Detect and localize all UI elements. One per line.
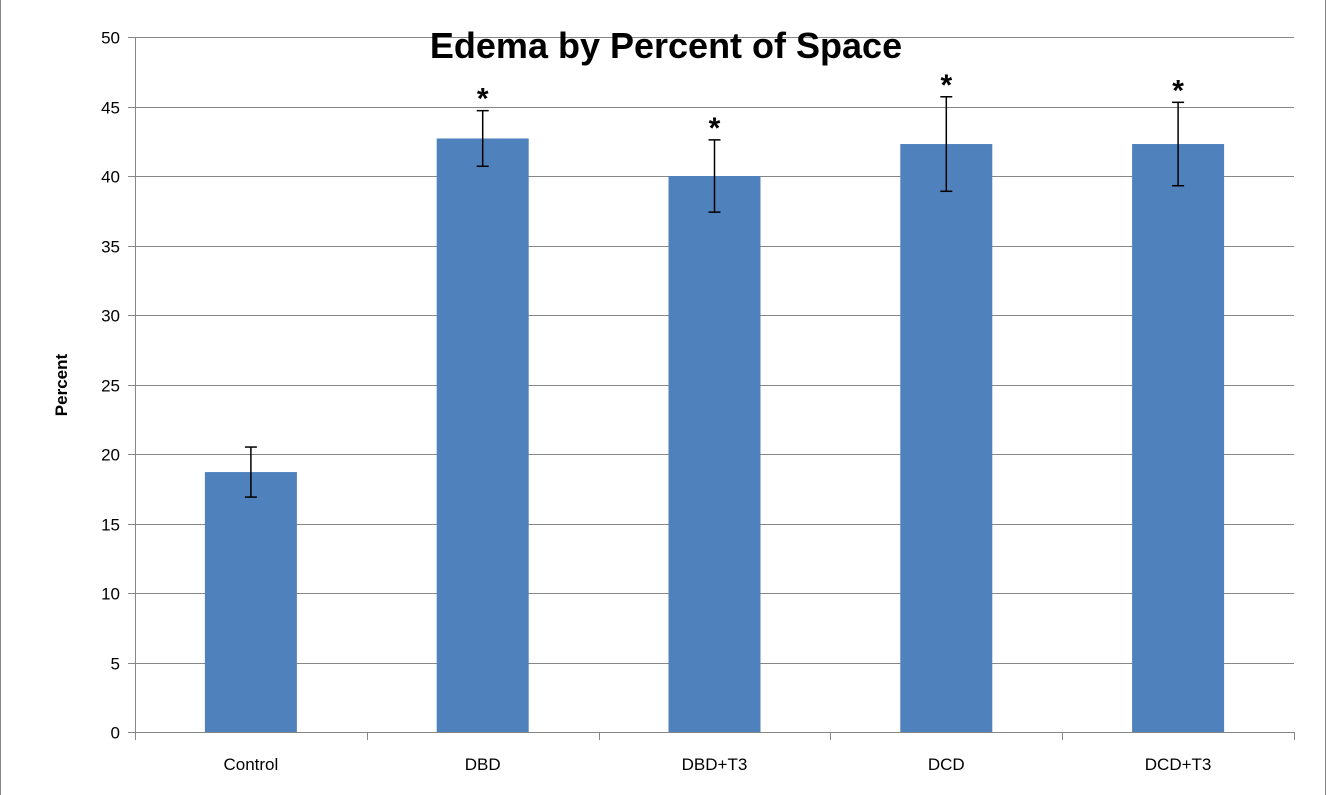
bar-control xyxy=(204,472,297,732)
significance-marker-2: * xyxy=(709,112,721,145)
y-tick-label-4: 20 xyxy=(101,446,120,465)
x-tick-label-4: DCD+T3 xyxy=(1145,755,1212,774)
error-bars xyxy=(244,96,1185,498)
y-tick-label-1: 5 xyxy=(111,655,120,674)
significance-marker-4: * xyxy=(1172,74,1184,107)
y-axis-label: Percent xyxy=(52,353,71,416)
y-tick-label-2: 10 xyxy=(101,585,120,604)
x-tick-labels: Control DBD DBD+T3 DCD DCD+T3 xyxy=(223,755,1211,774)
axes xyxy=(128,37,1295,740)
bar-dbd-t3 xyxy=(668,176,761,732)
bars xyxy=(204,138,1225,733)
y-tick-label-3: 15 xyxy=(101,516,120,535)
y-tick-label-10: 50 xyxy=(101,29,120,48)
significance-markers: * * * * xyxy=(477,69,1184,145)
x-tick-label-2: DBD+T3 xyxy=(682,755,748,774)
y-tick-label-0: 0 xyxy=(111,724,120,743)
bar-dcd-t3 xyxy=(1132,144,1225,732)
x-tick-label-1: DBD xyxy=(465,755,501,774)
significance-marker-3: * xyxy=(940,69,952,102)
x-tick-label-0: Control xyxy=(223,755,278,774)
chart-title: Edema by Percent of Space xyxy=(430,25,902,66)
y-tick-label-6: 30 xyxy=(101,307,120,326)
y-tick-label-7: 35 xyxy=(101,238,120,257)
y-tick-labels: 0 5 10 15 20 25 30 35 40 45 50 xyxy=(101,29,120,743)
x-tick-label-3: DCD xyxy=(928,755,965,774)
y-tick-label-9: 45 xyxy=(101,99,120,118)
bar-dcd xyxy=(900,144,993,732)
y-tick-label-8: 40 xyxy=(101,168,120,187)
y-tick-label-5: 25 xyxy=(101,377,120,396)
bar-dbd xyxy=(436,138,529,733)
significance-marker-1: * xyxy=(477,83,489,116)
